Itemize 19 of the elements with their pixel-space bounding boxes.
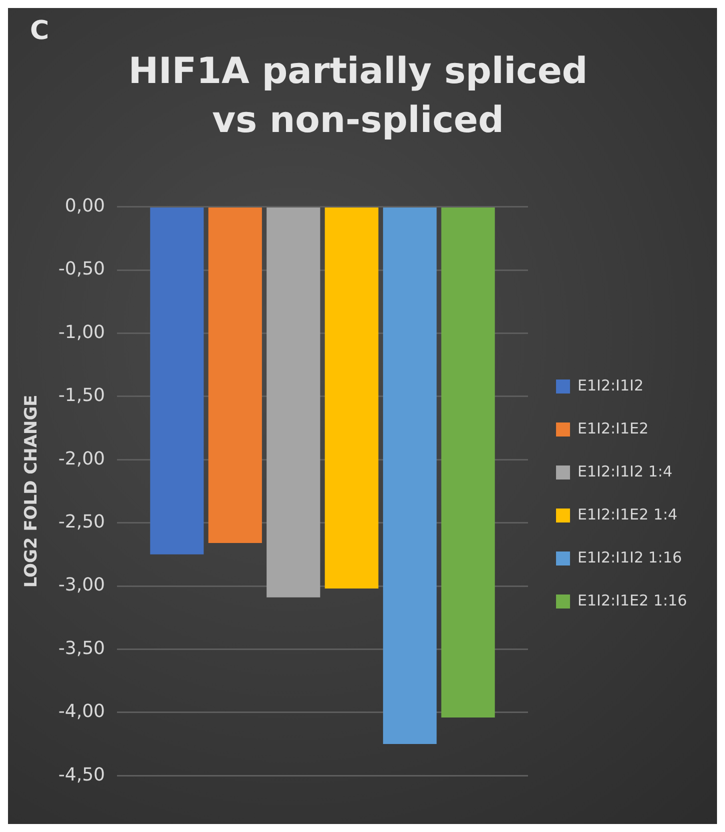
y-axis-title: LOG2 FOLD CHANGE bbox=[22, 394, 42, 588]
legend-label: E1I2:I1E2 1:4 bbox=[578, 505, 678, 524]
text: C bbox=[30, 16, 50, 46]
legend-label: E1I2:I1E2 1:16 bbox=[578, 591, 687, 610]
y-tick-label: -1,50 bbox=[58, 385, 105, 406]
y-tick-label: -2,00 bbox=[58, 448, 105, 470]
y-tick-label: -3,50 bbox=[58, 638, 105, 659]
y-tick-label: -2,50 bbox=[58, 511, 105, 532]
legend-label: E1I2:I1I2 1:16 bbox=[578, 548, 682, 566]
y-tick-label: -4,00 bbox=[58, 701, 105, 722]
legend-label: E1I2:I1E2 bbox=[578, 419, 649, 438]
y-tick-label: -4,50 bbox=[58, 764, 105, 786]
legend-label: E1I2:I1I2 bbox=[578, 376, 644, 394]
y-tick-label: -1,00 bbox=[58, 322, 105, 343]
y-tick-label: 0,00 bbox=[64, 195, 105, 216]
y-tick-label: -3,00 bbox=[58, 574, 105, 596]
chart-title: HIF1A partially spliced vs non-spliced bbox=[127, 50, 589, 143]
legend-label: E1I2:I1I2 1:4 bbox=[578, 462, 672, 480]
y-tick-label: -0,50 bbox=[58, 258, 105, 280]
